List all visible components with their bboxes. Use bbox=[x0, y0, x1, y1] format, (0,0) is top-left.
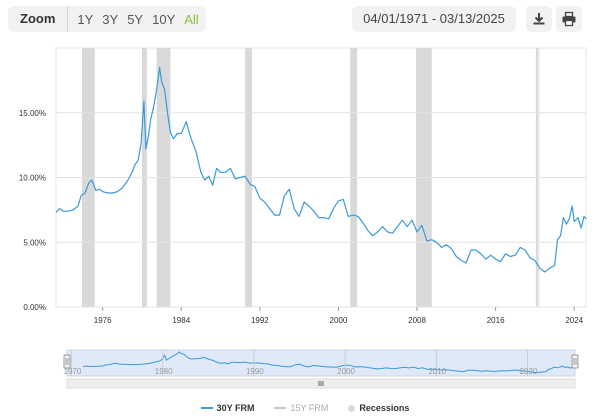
navigator-tick-label: 2000 bbox=[337, 367, 355, 376]
zoom-1y-button[interactable]: 1Y bbox=[77, 11, 94, 27]
rate-chart[interactable]: 0.00% 5.00% 10.00% 15.00% 1976 1984 1992 2000 20… bbox=[0, 40, 610, 340]
x-tick-label: 1992 bbox=[251, 316, 269, 325]
x-tick-label: 2016 bbox=[487, 316, 505, 325]
legend-label: Recessions bbox=[359, 403, 410, 413]
download-button[interactable] bbox=[526, 6, 552, 32]
navigator-left-handle[interactable] bbox=[63, 354, 71, 369]
zoom-5y-button[interactable]: 5Y bbox=[127, 11, 144, 27]
legend-label: 15Y FRM bbox=[290, 403, 329, 413]
navigator-scrollbar[interactable] bbox=[66, 378, 576, 389]
legend-item-15y-frm[interactable]: 15Y FRM bbox=[274, 403, 328, 413]
navigator-tick-label: 1970 bbox=[64, 367, 82, 376]
date-range-input[interactable]: 04/01/1971 - 03/13/2025 bbox=[352, 6, 516, 32]
zoom-label: Zoom bbox=[8, 6, 69, 32]
range-navigator[interactable]: 1970 1980 1990 2000 2010 2020 bbox=[0, 346, 610, 396]
navigator-right-handle[interactable] bbox=[571, 354, 579, 369]
x-tick-label: 1984 bbox=[172, 316, 190, 325]
download-icon bbox=[533, 13, 545, 25]
zoom-control: Zoom 1Y 3Y 5Y 10Y All bbox=[8, 6, 206, 32]
zoom-all-button[interactable]: All bbox=[184, 11, 199, 27]
y-tick-label: 10.00% bbox=[19, 174, 46, 183]
legend-swatch-recessions bbox=[348, 404, 356, 412]
series-line-30y-frm[interactable] bbox=[55, 66, 587, 273]
y-tick-label: 15.00% bbox=[19, 109, 46, 118]
legend-label: 30Y FRM bbox=[216, 403, 255, 413]
navigator-tick-label: 1980 bbox=[155, 367, 173, 376]
navigator-selection[interactable] bbox=[66, 349, 576, 377]
navigator-series bbox=[82, 351, 576, 374]
x-tick-label: 2024 bbox=[565, 316, 583, 325]
x-tick-label: 1976 bbox=[94, 316, 112, 325]
navigator-tick-label: 2010 bbox=[428, 367, 446, 376]
y-tick-label: 0.00% bbox=[23, 303, 46, 312]
legend-swatch-15y bbox=[274, 407, 287, 409]
legend-swatch-30y bbox=[200, 407, 213, 409]
x-tick-label: 2000 bbox=[330, 316, 348, 325]
navigator-tick-label: 1990 bbox=[246, 367, 264, 376]
zoom-10y-button[interactable]: 10Y bbox=[152, 11, 176, 27]
print-icon bbox=[562, 11, 576, 27]
x-tick-label: 2008 bbox=[408, 316, 426, 325]
y-tick-label: 5.00% bbox=[23, 238, 46, 247]
zoom-3y-button[interactable]: 3Y bbox=[102, 11, 119, 27]
legend-item-recessions[interactable]: Recessions bbox=[348, 403, 409, 413]
toolbar: Zoom 1Y 3Y 5Y 10Y All 04/01/1971 - 03/13… bbox=[0, 0, 610, 40]
legend-item-30y-frm[interactable]: 30Y FRM bbox=[200, 403, 255, 413]
navigator-tick-label: 2020 bbox=[520, 367, 538, 376]
print-button[interactable] bbox=[556, 6, 582, 32]
legend: 30Y FRM 15Y FRM Recessions bbox=[0, 400, 610, 416]
